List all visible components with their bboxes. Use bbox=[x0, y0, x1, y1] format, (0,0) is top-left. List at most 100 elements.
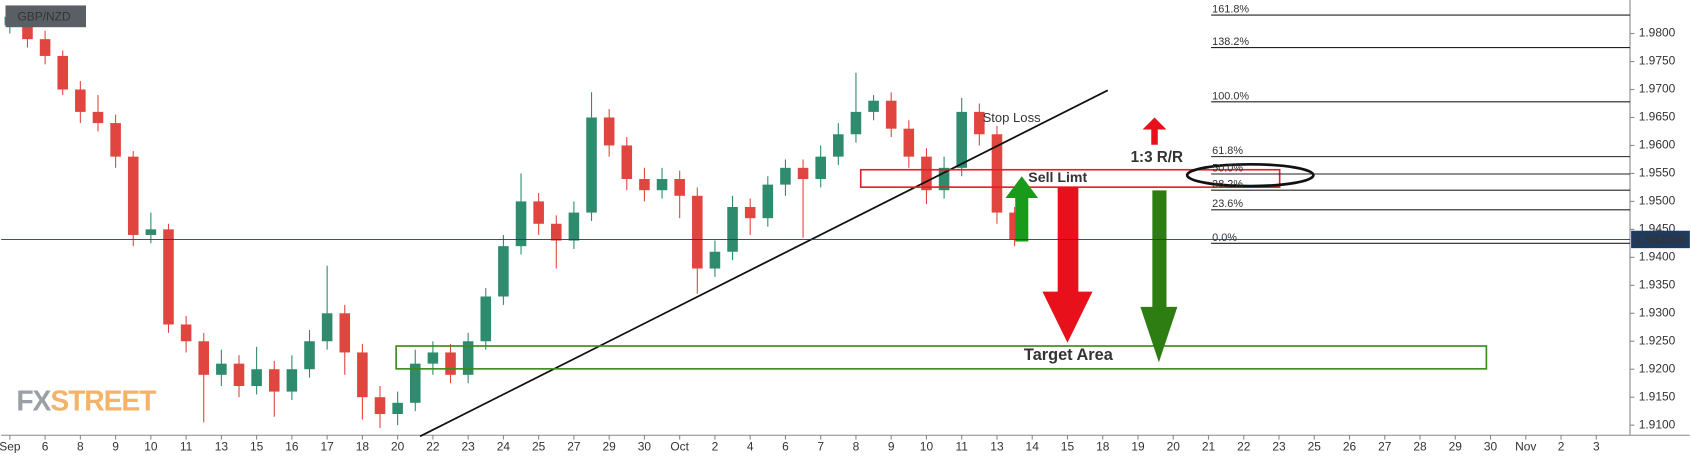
x-tick-label: 29 bbox=[603, 439, 617, 453]
candle-body bbox=[445, 352, 456, 375]
candle-body bbox=[339, 313, 351, 353]
x-tick-label: 2 bbox=[712, 439, 719, 453]
fib-label: 23.6% bbox=[1212, 198, 1243, 210]
candle-body bbox=[533, 201, 544, 224]
candle-body bbox=[550, 223, 562, 241]
x-tick-label: 27 bbox=[567, 439, 581, 453]
candle-body bbox=[515, 201, 527, 247]
candle-body bbox=[180, 324, 192, 342]
candle-body bbox=[198, 341, 210, 375]
fib-label: 138.2% bbox=[1212, 36, 1249, 48]
x-tick-label: 28 bbox=[1413, 439, 1427, 453]
candle-body bbox=[286, 369, 298, 392]
target-zone bbox=[395, 345, 1488, 370]
candle-body bbox=[568, 212, 580, 241]
x-tick-label: 26 bbox=[1343, 439, 1357, 453]
candle-body bbox=[692, 195, 703, 269]
x-tick-label: 23 bbox=[1272, 439, 1286, 453]
candle-body bbox=[956, 111, 967, 168]
x-tick-label: 10 bbox=[920, 439, 934, 453]
x-tick-label: 21 bbox=[1202, 439, 1216, 453]
candle-body bbox=[639, 179, 650, 191]
last-price-box bbox=[1631, 230, 1690, 249]
x-tick-label: 7 bbox=[817, 439, 824, 453]
candle-body bbox=[321, 313, 333, 342]
y-tick-label: 1.9500 bbox=[1639, 194, 1676, 208]
y-tick-label: 1.9200 bbox=[1639, 361, 1676, 375]
x-tick-label: 20 bbox=[1167, 439, 1181, 453]
x-tick-label: 2 bbox=[1558, 439, 1565, 453]
y-tick-label: 1.9700 bbox=[1639, 82, 1676, 96]
candle-body bbox=[656, 179, 668, 191]
candle-body bbox=[110, 123, 121, 157]
logo: FXSTREET bbox=[16, 385, 156, 417]
x-tick-label: 25 bbox=[1308, 439, 1322, 453]
y-tick-label: 1.9300 bbox=[1639, 305, 1676, 319]
candle-body bbox=[1009, 212, 1020, 240]
y-tick-label: 1.9350 bbox=[1639, 277, 1676, 291]
x-tick-label: 6 bbox=[42, 439, 49, 453]
x-tick-label: 11 bbox=[955, 439, 968, 453]
down-arrow bbox=[1140, 190, 1178, 363]
candle-body bbox=[357, 352, 368, 398]
y-tick-label: 1.9100 bbox=[1639, 417, 1676, 431]
candle-body bbox=[621, 145, 633, 180]
x-tick-label: 13 bbox=[215, 439, 229, 453]
candle-body bbox=[409, 363, 421, 403]
x-tick-label: 10 bbox=[144, 439, 158, 453]
candle-body bbox=[744, 206, 756, 219]
candle-body bbox=[427, 352, 439, 364]
candle-body bbox=[57, 55, 69, 90]
candle-body bbox=[674, 179, 685, 196]
x-tick-label: 11 bbox=[180, 439, 193, 453]
candle-body bbox=[216, 363, 227, 375]
x-tick-label: 6 bbox=[782, 439, 789, 453]
candle-body bbox=[304, 341, 315, 370]
x-tick-label: 9 bbox=[112, 439, 119, 453]
x-tick-label: 19 bbox=[1131, 439, 1145, 453]
candle-body bbox=[709, 251, 721, 269]
x-tick-label: 8 bbox=[77, 439, 84, 453]
x-tick-label: 9 bbox=[888, 439, 895, 453]
x-tick-label: Nov bbox=[1515, 439, 1536, 453]
candle-body bbox=[815, 156, 826, 180]
candle-body bbox=[885, 100, 897, 129]
candle-body bbox=[233, 363, 245, 387]
symbol-badge bbox=[5, 5, 87, 28]
candle-body bbox=[780, 167, 791, 185]
x-tick-label: 27 bbox=[1378, 439, 1392, 453]
up-arrow bbox=[1005, 176, 1039, 242]
y-tick-label: 1.9800 bbox=[1639, 26, 1676, 40]
candle-body bbox=[938, 167, 950, 191]
highlight-ellipse bbox=[1185, 162, 1315, 188]
trendline bbox=[419, 89, 1109, 438]
candle-body bbox=[480, 296, 492, 342]
y-tick-label: 1.9550 bbox=[1639, 166, 1676, 180]
x-tick-label: Sep bbox=[0, 439, 21, 453]
candle-body bbox=[268, 369, 280, 392]
candle-body bbox=[498, 246, 509, 297]
fib-label: 50.0% bbox=[1212, 162, 1243, 174]
fib-label: 38.2% bbox=[1212, 179, 1243, 191]
x-tick-label: 16 bbox=[285, 439, 299, 453]
candle-body bbox=[92, 111, 104, 124]
fib-label: 100.0% bbox=[1212, 90, 1249, 102]
last-price-label: 1.943200 bbox=[1635, 233, 1685, 247]
x-tick-label: 23 bbox=[462, 439, 476, 453]
chart-title: GBP/NZD bbox=[17, 10, 70, 24]
candle-body bbox=[603, 117, 615, 146]
candle-body bbox=[75, 89, 86, 112]
fib-label: 161.8% bbox=[1212, 4, 1249, 16]
candle-body bbox=[833, 134, 844, 157]
annotation: Sell Limt bbox=[1028, 169, 1087, 185]
y-tick-label: 1.9400 bbox=[1639, 249, 1676, 263]
x-tick-label: 25 bbox=[532, 439, 546, 453]
y-tick-label: 1.9750 bbox=[1639, 54, 1676, 68]
x-tick-label: 17 bbox=[320, 439, 334, 453]
y-tick-label: 1.9600 bbox=[1639, 138, 1676, 152]
candle-body bbox=[586, 117, 597, 213]
candle-body bbox=[392, 402, 403, 414]
